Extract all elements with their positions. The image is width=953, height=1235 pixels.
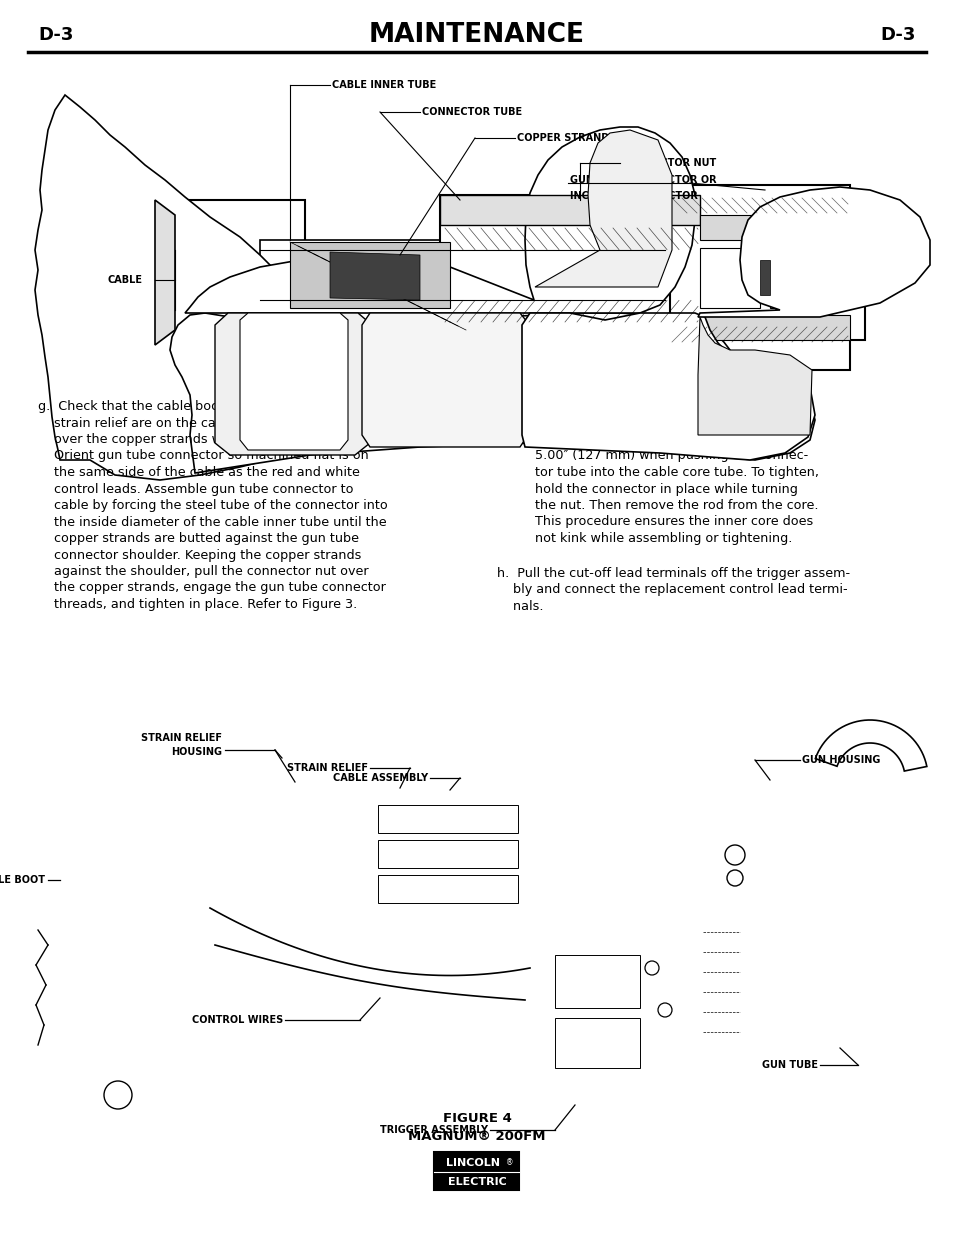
Text: over the copper strands with the thread end out.: over the copper strands with the thread … [38, 433, 367, 446]
Text: nals.: nals. [497, 599, 543, 613]
Text: This procedure ensures the inner core does: This procedure ensures the inner core do… [535, 515, 812, 529]
Polygon shape [214, 312, 372, 454]
Polygon shape [669, 185, 864, 370]
Text: the same side of the cable as the red and white: the same side of the cable as the red an… [38, 466, 359, 479]
Polygon shape [555, 955, 639, 1008]
Text: FIGURE 4: FIGURE 4 [442, 1112, 511, 1125]
Text: h.  Pull the cut-off lead terminals off the trigger assem-: h. Pull the cut-off lead terminals off t… [497, 567, 849, 579]
Text: FIGURE 3: FIGURE 3 [442, 375, 511, 389]
Text: STRAIN RELIEF: STRAIN RELIEF [287, 763, 368, 773]
Text: For best results, insert a .175″/.197″ (4.5-: For best results, insert a .175″/.197″ (… [535, 400, 798, 412]
Circle shape [724, 845, 744, 864]
Text: NOTE:: NOTE: [497, 400, 540, 412]
Polygon shape [698, 186, 929, 317]
Circle shape [658, 1003, 671, 1016]
Text: ®: ® [506, 1158, 514, 1167]
Text: CONNECTOR NUT: CONNECTOR NUT [621, 158, 716, 168]
Text: CONTROL WIRES: CONTROL WIRES [192, 1015, 283, 1025]
Text: CABLE ASSEMBLY: CABLE ASSEMBLY [333, 773, 428, 783]
Text: strain relief are on the cable. Slip the connector nut: strain relief are on the cable. Slip the… [38, 416, 385, 430]
Polygon shape [535, 130, 671, 287]
Polygon shape [698, 317, 811, 435]
Text: CABLE BOOT: CABLE BOOT [0, 876, 45, 885]
Polygon shape [700, 248, 760, 308]
Polygon shape [240, 312, 348, 450]
Text: D-3: D-3 [880, 26, 915, 44]
Text: control leads. Assemble gun tube connector to: control leads. Assemble gun tube connect… [38, 483, 354, 495]
Text: the inside diameter of the cable inner tube until the: the inside diameter of the cable inner t… [38, 515, 386, 529]
Polygon shape [439, 195, 700, 354]
Text: COPPER STRANDS: COPPER STRANDS [517, 133, 616, 143]
Text: tor tube into the cable core tube. To tighten,: tor tube into the cable core tube. To ti… [535, 466, 818, 479]
Text: bly and connect the replacement control lead termi-: bly and connect the replacement control … [497, 583, 846, 597]
Polygon shape [700, 315, 849, 340]
Text: GUN HOUSING: GUN HOUSING [801, 755, 880, 764]
Text: CABLE INNER TUBE: CABLE INNER TUBE [332, 80, 436, 90]
Text: INCOMING CONNECTOR: INCOMING CONNECTOR [569, 191, 698, 201]
Polygon shape [700, 215, 849, 240]
Polygon shape [521, 312, 814, 459]
Text: MAINTENANCE: MAINTENANCE [369, 22, 584, 48]
Text: threads, and tighten in place. Refer to Figure 3.: threads, and tighten in place. Refer to … [38, 598, 356, 611]
Text: tor and into core of cable approximately: tor and into core of cable approximately [535, 433, 792, 446]
Text: not kink while assembling or tightening.: not kink while assembling or tightening. [535, 532, 792, 545]
Polygon shape [760, 261, 769, 295]
Polygon shape [290, 242, 450, 308]
Polygon shape [35, 95, 348, 480]
Text: hold the connector in place while turning: hold the connector in place while turnin… [535, 483, 797, 495]
Text: CABLE: CABLE [108, 275, 143, 285]
Text: MAGNUM® 200FM: MAGNUM® 200FM [408, 1130, 545, 1142]
Polygon shape [439, 195, 700, 225]
Text: D-3: D-3 [38, 26, 73, 44]
Polygon shape [769, 248, 849, 308]
Text: LINCOLN: LINCOLN [446, 1158, 499, 1168]
Polygon shape [377, 840, 517, 868]
Polygon shape [815, 720, 926, 771]
Text: copper strands are butted against the gun tube: copper strands are butted against the gu… [38, 532, 358, 545]
Text: Orient gun tube connector so machined flat is on: Orient gun tube connector so machined fl… [38, 450, 369, 462]
FancyBboxPatch shape [434, 1152, 519, 1191]
Text: GUN TUBE CONNECTOR OR: GUN TUBE CONNECTOR OR [569, 175, 716, 185]
Polygon shape [361, 312, 527, 447]
Polygon shape [439, 325, 700, 354]
Text: the nut. Then remove the rod from the core.: the nut. Then remove the rod from the co… [535, 499, 818, 513]
Polygon shape [555, 1018, 639, 1068]
Polygon shape [377, 805, 517, 832]
Polygon shape [260, 240, 664, 310]
Text: TRIGGER ASSEMBLY: TRIGGER ASSEMBLY [379, 1125, 488, 1135]
Polygon shape [330, 252, 419, 300]
Polygon shape [377, 876, 517, 903]
Circle shape [726, 869, 742, 885]
Text: CONNECTOR TUBE: CONNECTOR TUBE [421, 107, 521, 117]
Circle shape [644, 961, 659, 974]
Text: 5.0 mm) diameter rod through the connec-: 5.0 mm) diameter rod through the connec- [535, 416, 809, 430]
Text: HOUSING: HOUSING [171, 747, 222, 757]
Text: cable by forcing the steel tube of the connector into: cable by forcing the steel tube of the c… [38, 499, 387, 513]
Text: the copper strands, engage the gun tube connector: the copper strands, engage the gun tube … [38, 582, 385, 594]
Polygon shape [154, 200, 174, 345]
Text: GUN TUBE: GUN TUBE [761, 1060, 817, 1070]
Polygon shape [185, 127, 695, 312]
Text: 5.00″ (127 mm) when pushing the connec-: 5.00″ (127 mm) when pushing the connec- [535, 450, 807, 462]
Text: STRAIN RELIEF: STRAIN RELIEF [141, 734, 222, 743]
Polygon shape [170, 312, 814, 473]
Text: g.  Check that the cable boot and both halves of the: g. Check that the cable boot and both ha… [38, 400, 372, 412]
Polygon shape [154, 200, 305, 345]
Text: ELECTRIC: ELECTRIC [447, 1177, 506, 1187]
Text: against the shoulder, pull the connector nut over: against the shoulder, pull the connector… [38, 564, 368, 578]
Circle shape [104, 1081, 132, 1109]
Text: connector shoulder. Keeping the copper strands: connector shoulder. Keeping the copper s… [38, 548, 361, 562]
